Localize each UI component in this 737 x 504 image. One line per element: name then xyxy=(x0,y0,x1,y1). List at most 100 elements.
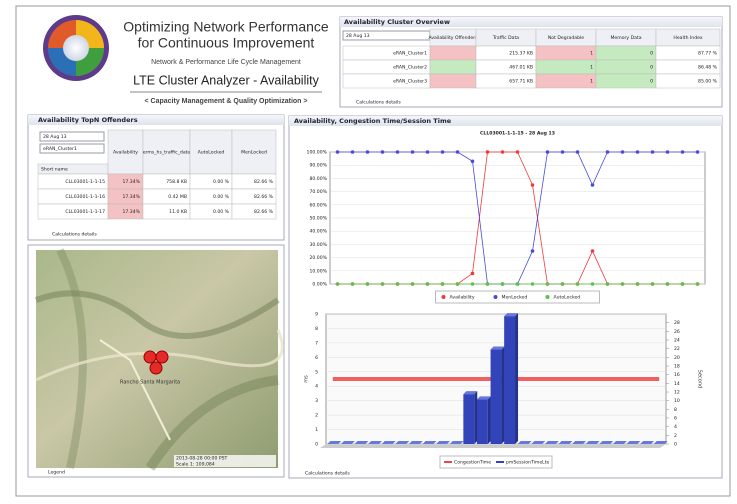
point xyxy=(531,282,535,286)
y2-tick-label: 2 xyxy=(674,433,677,439)
cell xyxy=(430,74,476,88)
point xyxy=(516,282,520,286)
panel-footer[interactable]: Calculations details xyxy=(305,471,350,477)
bar xyxy=(491,350,502,444)
y-tick-label: 30.00% xyxy=(309,242,327,248)
column-header: Availability xyxy=(113,150,138,156)
cell-text: 1 xyxy=(590,65,593,71)
y-tick-label: 9 xyxy=(315,312,318,318)
point xyxy=(486,150,490,154)
point xyxy=(561,282,565,286)
y2-tick-label: 20 xyxy=(674,355,680,361)
point xyxy=(486,282,490,286)
point xyxy=(576,150,580,154)
tagline: < Capacity Management & Quality Optimiza… xyxy=(145,98,308,105)
point xyxy=(636,150,640,154)
cell xyxy=(430,46,476,60)
plot-floor xyxy=(320,444,666,448)
cell-text: 1 xyxy=(590,79,593,85)
bar-side xyxy=(488,396,491,444)
cell-text: 0 xyxy=(650,79,653,85)
y2-tick-label: 22 xyxy=(674,346,680,352)
y-tick-label: 10.00% xyxy=(309,268,327,274)
row-name: eRAN_Cluster1 xyxy=(393,51,427,57)
cell-text: 1 xyxy=(590,51,593,57)
point xyxy=(666,282,670,286)
subtitle: Network & Performance Life Cycle Managem… xyxy=(151,59,301,66)
y-tick-label: 80.00% xyxy=(309,176,327,182)
point xyxy=(651,282,655,286)
point xyxy=(501,150,505,154)
point xyxy=(381,282,385,286)
point xyxy=(696,282,700,286)
cell-text: 215.37 KB xyxy=(509,51,533,57)
panel-footer[interactable]: Calculations details xyxy=(52,232,97,238)
point xyxy=(666,150,670,154)
point xyxy=(471,159,475,163)
point xyxy=(336,282,340,286)
legend-label: Availability xyxy=(450,295,475,301)
title-line: for Continuous Improvement xyxy=(138,35,315,51)
y2-tick-label: 6 xyxy=(674,416,677,422)
point xyxy=(606,282,610,286)
bar xyxy=(504,316,515,444)
panel-title: Availability, Congestion Time/Session Ti… xyxy=(294,117,452,125)
y2-tick-label: 28 xyxy=(674,320,680,326)
legend-label: pmSessionTimeLte xyxy=(506,460,550,466)
point xyxy=(591,249,595,253)
row-name: eRAN_Cluster2 xyxy=(393,65,427,71)
point xyxy=(651,150,655,154)
cell-text: CLL03001-1-1-15 xyxy=(65,179,105,185)
panel-footer[interactable]: Legend xyxy=(48,470,65,476)
point xyxy=(516,150,520,154)
y-tick-label: 5 xyxy=(315,369,318,375)
y-tick-label: 60.00% xyxy=(309,202,327,208)
title-line: Optimizing Network Performance xyxy=(123,19,329,35)
cell xyxy=(536,46,596,60)
cell-text: 0.00 % xyxy=(213,179,230,185)
panel-title: Availability TopN Offenders xyxy=(38,116,138,124)
column-header: Memory Data xyxy=(610,35,641,41)
map xyxy=(36,250,282,468)
cell xyxy=(536,60,596,74)
y-tick-label: 1 xyxy=(315,427,318,433)
point xyxy=(561,150,565,154)
app-title: LTE Cluster Analyzer - Availability xyxy=(133,73,319,87)
point xyxy=(681,282,685,286)
cell-text: 85.00 % xyxy=(698,79,718,85)
point xyxy=(441,282,445,286)
legend-label: AutoLocked xyxy=(554,295,581,301)
cell-text: 467.01 KB xyxy=(509,65,533,71)
y-tick-label: 0 xyxy=(315,442,318,448)
cell-text: 0.00 % xyxy=(213,194,230,200)
y2-tick-label: 10 xyxy=(674,398,680,404)
y2-tick-label: 8 xyxy=(674,407,677,413)
y2-tick-label: 16 xyxy=(674,372,680,378)
point xyxy=(471,282,475,286)
map-label: Rancho Santa Margarita xyxy=(120,380,180,386)
map-timestamp: 2013-08-28 00:00 PST xyxy=(176,456,228,462)
legend-marker xyxy=(442,295,446,299)
panel-title: Availability Cluster Overview xyxy=(344,18,450,26)
column-header: MenLocked xyxy=(241,150,267,156)
point xyxy=(546,282,550,286)
column-header: Short name xyxy=(41,167,68,173)
point xyxy=(396,282,400,286)
row-name: eRAN_Cluster3 xyxy=(393,79,427,85)
panel-footer[interactable]: Calculations details xyxy=(356,100,401,106)
point xyxy=(366,150,370,154)
y2-tick-label: 14 xyxy=(674,381,680,387)
dropdown-text: 28 Aug 13 xyxy=(346,33,370,39)
y2-tick-label: 26 xyxy=(674,329,680,335)
point xyxy=(426,150,430,154)
point xyxy=(531,249,535,253)
point xyxy=(591,183,595,187)
point xyxy=(351,282,355,286)
cell-text: 17.34% xyxy=(122,209,140,215)
column-header: Traffic Data xyxy=(492,35,519,41)
y2-tick-label: 0 xyxy=(674,442,677,448)
y-tick-label: 40.00% xyxy=(309,229,327,235)
y2-tick-label: 18 xyxy=(674,364,680,370)
cell-text: 17.34% xyxy=(122,194,140,200)
y-tick-label: 4 xyxy=(315,384,318,390)
